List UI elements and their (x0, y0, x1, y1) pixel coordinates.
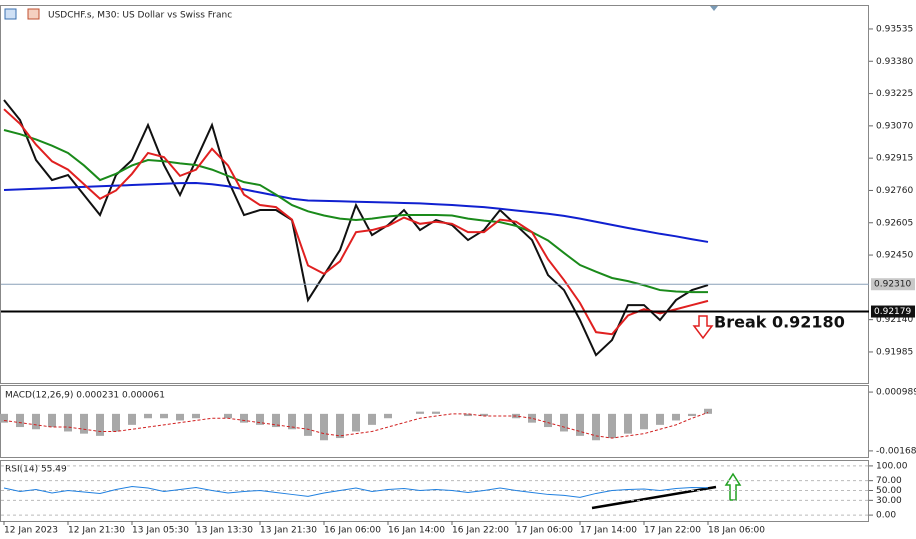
bar (672, 413, 680, 421)
bar (160, 413, 168, 419)
bar (624, 413, 632, 434)
x-tick-label: 13 Jan 21:30 (260, 526, 317, 536)
bar (144, 413, 152, 419)
bar (384, 413, 392, 419)
y-tick-label: 50.00 (876, 486, 902, 496)
y-tick-label: 0.93535 (876, 24, 913, 34)
price-label-box (871, 278, 915, 291)
level-label-box (871, 305, 915, 318)
rsi-title: RSI(14) 55.49 (5, 465, 67, 475)
x-tick-label: 12 Jan 21:30 (68, 526, 125, 536)
y-tick-label: 0.00 (876, 511, 896, 521)
chart-title: USDCHF.s, M30: US Dollar vs Swiss Franc (48, 11, 232, 21)
shift-marker (710, 6, 718, 11)
y-tick-label: 0.92605 (876, 218, 913, 228)
down-arrow (692, 315, 714, 340)
y-tick-label: 0.000989 (876, 388, 916, 398)
bar (368, 413, 376, 425)
x-tick-label: 16 Jan 14:00 (388, 526, 445, 536)
bar (320, 413, 328, 441)
trend-line (591, 485, 717, 510)
price-label: 0.92310 (874, 280, 911, 290)
bar (480, 413, 488, 417)
x-tick-label: 13 Jan 13:30 (196, 526, 253, 536)
bar (80, 413, 88, 434)
y-tick-label: 0.92450 (876, 251, 913, 261)
bar (240, 413, 248, 423)
x-tick-label: 13 Jan 05:30 (132, 526, 189, 536)
bar (272, 413, 280, 428)
x-tick-label: 16 Jan 22:00 (452, 526, 509, 536)
y-tick-label: 70.00 (876, 476, 902, 486)
series-line (3, 486, 709, 498)
bar (704, 408, 712, 414)
y-tick-label: 0.92140 (876, 315, 913, 325)
x-tick-label: 17 Jan 06:00 (516, 526, 573, 536)
y-tick-label: 0.93380 (876, 57, 913, 67)
level-label: 0.92179 (874, 307, 911, 317)
bar (48, 413, 56, 428)
x-tick-label: 17 Jan 14:00 (580, 526, 637, 536)
bar (336, 413, 344, 439)
y-tick-label: 100.00 (876, 461, 908, 471)
x-tick-label: 12 Jan 2023 (4, 526, 58, 536)
bar (416, 411, 424, 414)
bar (96, 413, 104, 436)
series-line (3, 108, 709, 336)
series-line (3, 412, 709, 439)
bar (176, 413, 184, 421)
y-tick-label: 0.92915 (876, 154, 913, 164)
bar (304, 413, 312, 436)
y-tick-label: 0.93070 (876, 121, 913, 131)
bar (432, 411, 440, 414)
series-line (3, 129, 708, 294)
bar (688, 413, 696, 417)
y-tick-label: -0.001683 (876, 446, 916, 456)
bar (64, 413, 72, 432)
icon[interactable] (4, 8, 17, 20)
main-panel (0, 5, 869, 384)
y-tick-label: 0.93225 (876, 89, 913, 99)
y-tick-label: 0.92760 (876, 186, 913, 196)
x-tick-label: 17 Jan 22:00 (644, 526, 701, 536)
y-tick-label: 0.91985 (876, 347, 913, 357)
bar (32, 413, 40, 430)
bar (192, 413, 200, 419)
bar (640, 413, 648, 430)
bar (16, 413, 24, 428)
bar (128, 413, 136, 425)
bar (592, 413, 600, 441)
bar (224, 413, 232, 419)
x-tick-label: 16 Jan 06:00 (324, 526, 381, 536)
bar (352, 413, 360, 432)
bar (112, 413, 120, 432)
bar (256, 413, 264, 425)
rsi-panel (0, 460, 869, 522)
icon[interactable] (27, 8, 40, 20)
bar (576, 413, 584, 436)
x-tick-label: 18 Jan 06:00 (708, 526, 765, 536)
bar (560, 413, 568, 432)
bar (544, 413, 552, 428)
macd-title: MACD(12,26,9) 0.000231 0.000061 (5, 391, 165, 401)
bar (288, 413, 296, 430)
y-tick-label: 30.00 (876, 496, 902, 506)
annotation: Break 0.92180 (714, 313, 845, 332)
bar (464, 413, 472, 417)
bar (0, 413, 8, 423)
bar (528, 413, 536, 423)
bar (656, 413, 664, 425)
bar (608, 413, 616, 439)
